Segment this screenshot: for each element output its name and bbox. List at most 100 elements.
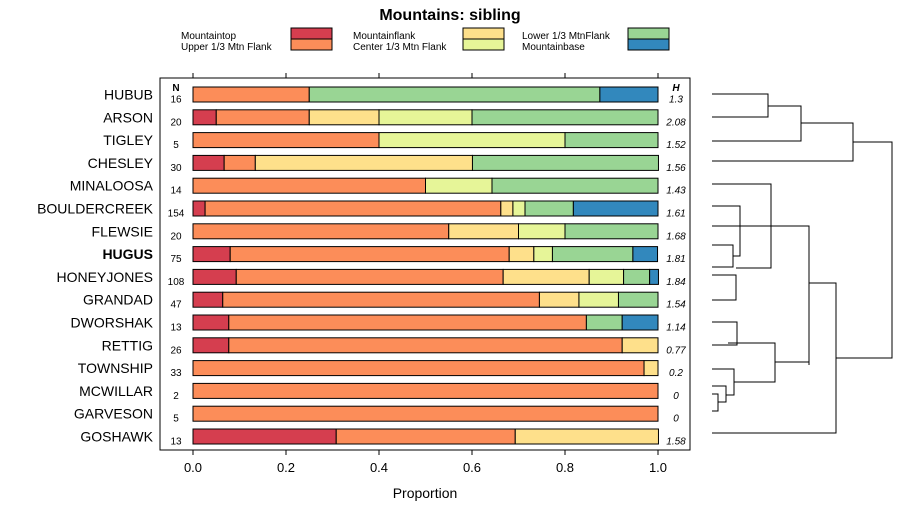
dendrogram-branch <box>712 105 802 142</box>
row-h-value: 1.43 <box>666 186 686 197</box>
bar-segment-mountaintop <box>192 154 225 171</box>
bar-segment-upper <box>222 291 540 308</box>
legend-swatch-upper <box>290 38 333 51</box>
row-n-value: 26 <box>170 345 182 356</box>
row-label: GARVESON <box>74 406 153 422</box>
dendrogram-branch <box>733 216 741 257</box>
legend-label-center: Center 1/3 Mtn Flank <box>353 42 447 53</box>
row-h-value: 0 <box>673 414 679 425</box>
row-h-value: 1.81 <box>666 254 685 265</box>
dendrogram-branch <box>728 342 776 383</box>
row-h-value: 1.56 <box>666 163 686 174</box>
row-label: MCWILLAR <box>79 383 153 399</box>
bar-row-goshawk: GOSHAWK 13 1.58 <box>80 428 686 448</box>
bar-row-garveson: GARVESON 5 0 <box>74 405 679 425</box>
bar-segment-mountainflank <box>621 337 659 354</box>
bar-segment-mountainflank <box>448 223 519 240</box>
bar-segment-mountaintop <box>192 109 217 126</box>
bar-segment-lower <box>524 200 574 217</box>
row-n-value: 30 <box>170 163 182 174</box>
bar-segment-mountaintop <box>192 337 230 354</box>
bar-row-hugus: HUGUS 75 1.81 <box>102 246 686 265</box>
bar-segment-mountainflank <box>538 291 580 308</box>
bar-segment-mountainflank <box>514 428 659 445</box>
row-label: HUGUS <box>102 246 153 262</box>
dendrogram-branch <box>712 393 719 412</box>
bar-segment-lower <box>551 246 634 263</box>
bar-segment-lower <box>585 314 623 331</box>
row-label: HONEYJONES <box>57 269 153 285</box>
x-axis-title: Proportion <box>393 485 458 501</box>
bar-segment-lower <box>471 109 659 126</box>
row-n-value: 13 <box>170 437 182 448</box>
bar-segment-base <box>632 246 659 263</box>
dendrogram-branch <box>712 385 727 403</box>
row-label: ARSON <box>103 109 153 125</box>
legend-swatch-mountaintop <box>290 27 333 40</box>
bar-row-township: TOWNSHIP 33 0.2 <box>78 360 683 379</box>
row-label: MINALOOSA <box>70 178 154 194</box>
row-n-value: 108 <box>168 277 185 288</box>
row-n-value: 47 <box>170 300 182 311</box>
dendrogram-branch <box>712 244 734 268</box>
legend-label-upper: Upper 1/3 Mtn Flank <box>181 42 273 53</box>
row-h-value: 1.68 <box>666 231 686 242</box>
x-tick-label: 0.0 <box>184 460 202 475</box>
bar-segment-lower <box>564 223 659 240</box>
legend-swatch-base <box>627 38 670 51</box>
dendrogram-branch <box>712 274 737 301</box>
row-label: TOWNSHIP <box>78 360 153 376</box>
bar-segment-mountaintop <box>192 268 237 285</box>
dendrogram-branch <box>736 225 810 365</box>
x-tick-label: 0.8 <box>556 460 574 475</box>
bar-row-dworshak: DWORSHAK 13 1.14 <box>71 314 686 334</box>
legend-label-mountaintop: Mountaintop <box>181 31 236 42</box>
bar-row-mcwillar: MCWILLAR 2 0 <box>79 382 679 402</box>
row-n-value: 75 <box>170 254 182 265</box>
row-n-value: 5 <box>173 140 179 151</box>
row-n-value: 14 <box>170 186 182 197</box>
bar-row-minaloosa: MINALOOSA 14 1.43 <box>70 177 686 197</box>
dendrogram-branch <box>712 368 735 396</box>
bar-segment-center <box>578 291 619 308</box>
chart-title: Mountains: sibling <box>379 7 520 24</box>
row-h-value: 1.54 <box>666 300 686 311</box>
bar-segment-mountaintop <box>192 314 230 331</box>
bar-row-rettig: RETTIG 26 0.77 <box>102 337 686 356</box>
bar-segment-upper <box>192 177 426 194</box>
bar-segment-mountainflank <box>502 268 590 285</box>
x-tick-label: 0.2 <box>277 460 295 475</box>
bar-segment-lower <box>308 86 601 103</box>
row-n-value: 2 <box>173 391 179 402</box>
bar-segment-upper <box>235 268 504 285</box>
row-h-value: 0.2 <box>669 368 683 379</box>
row-n-value: 16 <box>170 95 182 106</box>
row-h-value: 1.14 <box>666 323 686 334</box>
bar-segment-mountainflank <box>643 360 659 377</box>
bar-row-chesley: CHESLEY 30 1.56 <box>88 154 686 174</box>
h-column-header: H <box>672 83 680 94</box>
row-label: RETTIG <box>102 337 153 353</box>
n-column-header: N <box>172 83 179 94</box>
legend-label-base: Mountainbase <box>522 42 585 53</box>
x-tick-label: 0.6 <box>463 460 481 475</box>
dendrogram-branch <box>712 205 741 227</box>
bar-segment-center <box>518 223 566 240</box>
bar-segment-mountainflank <box>508 246 535 263</box>
row-h-value: 1.52 <box>666 140 686 151</box>
row-label: GRANDAD <box>83 292 153 308</box>
legend-label-lower: Lower 1/3 MtnFlank <box>522 31 611 42</box>
row-h-value: 1.3 <box>669 95 683 106</box>
row-label: FLEWSIE <box>92 223 153 239</box>
bar-segment-base <box>621 314 659 331</box>
dendrogram-branch <box>712 321 738 346</box>
bar-row-tigley: TIGLEY 5 1.52 <box>103 132 686 151</box>
row-n-value: 154 <box>168 209 185 220</box>
row-h-value: 0 <box>673 391 679 402</box>
bar-segment-upper <box>228 337 623 354</box>
bar-segment-center <box>512 200 526 217</box>
row-label: CHESLEY <box>88 155 154 171</box>
row-h-value: 1.84 <box>666 277 686 288</box>
